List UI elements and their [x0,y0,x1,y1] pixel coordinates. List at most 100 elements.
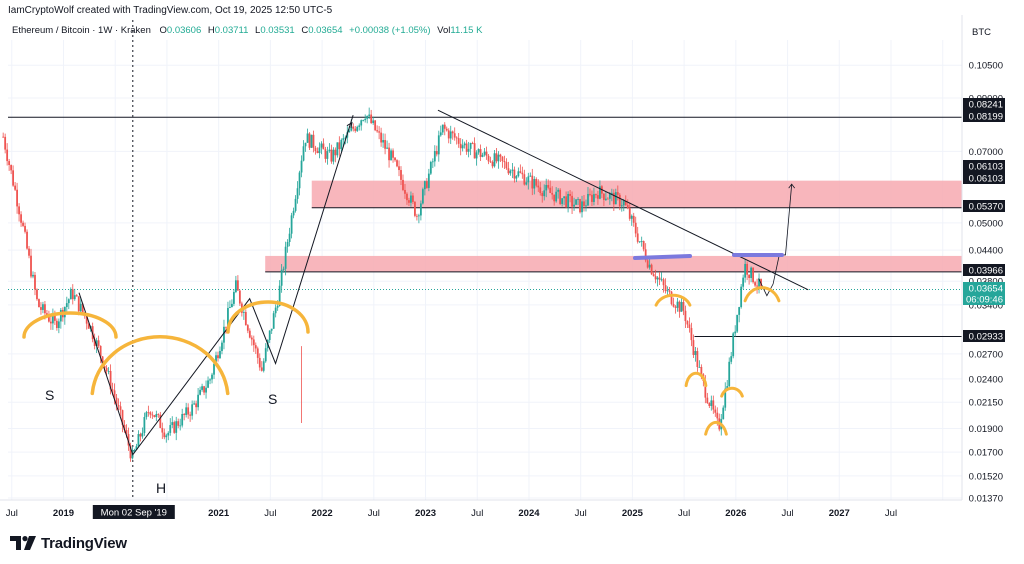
y-tick-label: 0.04400 [969,246,1003,257]
candle-body [139,434,142,437]
candle-body [463,143,466,146]
candle-body [642,241,645,250]
candle-body [416,215,418,217]
candle-body [640,241,643,242]
candle-body [730,356,733,362]
x-tick-label: 2027 [829,508,850,519]
tradingview-icon [10,536,36,550]
candle-body [650,264,653,275]
open-label: O [159,25,167,36]
candle-body [53,315,56,321]
candle-body [587,193,589,206]
candle-body [577,198,579,200]
candle-body [151,414,154,416]
candle-body [515,176,518,179]
candle-body [203,386,205,393]
candle-body [513,169,516,179]
candle-body [670,291,673,305]
candle-body [595,194,597,196]
candle-body [97,340,100,346]
pattern-arc [720,386,744,398]
candle-body [628,208,631,219]
candle-body [183,414,186,415]
candle-body [579,198,581,213]
candle-body [575,199,577,205]
price-tag-label: 0.03966 [969,266,1003,277]
pattern-zigzag [78,115,354,456]
candle-body [75,295,78,297]
candle-body [73,295,76,300]
marker-stroke [633,254,692,260]
candle-body [336,142,339,156]
candle-body [51,315,54,324]
candle-body [318,147,321,154]
candle-body [618,194,621,207]
candle-body [412,195,414,202]
candle-body [449,131,452,139]
candle-body [149,412,152,415]
candle-body [105,367,108,372]
volume-value: 11.15 K [450,25,483,36]
candle-body [358,125,361,127]
arrow-head-icon [346,121,353,128]
candle-body [30,255,32,277]
candle-body [585,205,587,207]
candle-body [459,143,462,149]
candle-body [501,156,504,162]
candle-body [680,302,683,312]
candle-body [326,151,329,159]
candle-body [238,290,241,304]
candle-body [583,201,585,206]
candle-body [414,201,416,216]
candle-body [217,355,219,359]
candle-body [286,241,289,247]
price-tag-label: 0.03654 [969,284,1003,295]
candle-body [700,366,703,375]
candle-body [527,176,530,183]
candle-body [404,189,406,194]
y-tick-label: 0.02400 [969,374,1003,385]
candle-body [211,374,213,380]
candle-body [42,304,44,310]
price-tag-label: 0.08199 [969,112,1003,123]
candle-body [20,214,22,223]
candle-body [499,154,502,157]
candle-body [264,348,267,362]
candle-body [213,363,215,375]
candle-body [497,154,500,162]
candle-body [485,151,488,156]
candle-body [272,313,275,329]
candle-body [34,274,36,290]
candle-body [161,427,164,433]
candle-body [362,120,365,121]
candle-body [258,357,261,368]
pattern-letter: S [45,387,54,403]
y-tick-label: 0.01370 [969,494,1003,505]
candle-body [469,142,472,149]
candle-body [127,434,130,446]
candle-body [646,260,649,268]
candle-body [242,312,245,313]
candle-body [38,299,40,308]
candle-body [740,286,743,308]
candle-body [292,210,295,216]
candle-body [28,248,30,256]
candle-body [664,285,667,292]
candle-body [268,330,271,341]
candle-body [111,389,114,391]
price-tag-bg [963,330,1005,342]
candle-body [354,128,357,131]
candle-body [165,435,168,438]
candle-body [563,196,566,199]
candle-body [368,114,371,116]
candle-body [684,310,687,322]
candle-body [402,179,404,190]
candle-body [376,130,379,132]
y-tick-label: 0.03400 [969,300,1003,311]
candle-body [523,174,526,185]
candle-body [2,136,5,138]
candle-body [99,345,102,357]
candle-body [421,189,424,204]
price-tag-bg [963,172,1005,184]
